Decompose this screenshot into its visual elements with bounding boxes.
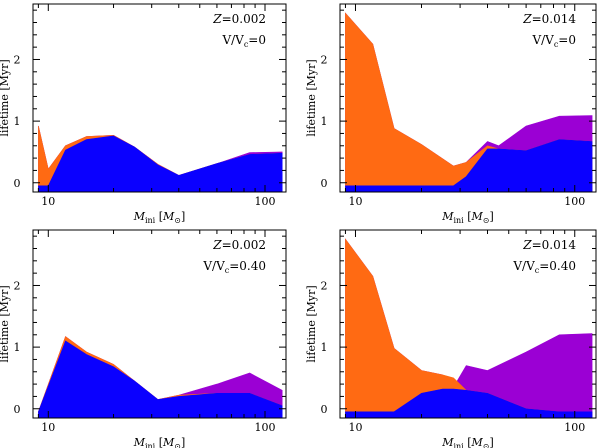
- area-blue-panel-3: [38, 340, 283, 418]
- x-axis-label: Mini [M⊙]: [441, 436, 494, 448]
- y-tick-label: 1: [14, 341, 21, 354]
- area-blue-panel-4: [345, 388, 593, 418]
- x-axis-label: Mini [M⊙]: [441, 210, 494, 225]
- annotation-rotation: V/Vc=0.40: [512, 259, 576, 275]
- plot-frame: [32, 3, 287, 193]
- x-axis-label: Mini [M⊙]: [133, 210, 186, 225]
- annotation-metallicity: Z=0.014: [522, 12, 576, 26]
- y-tick-label: 2: [321, 279, 328, 292]
- y-axis-label: lifetime [Myr]: [0, 59, 11, 136]
- x-tick-label: 100: [564, 421, 585, 434]
- x-tick-label: 10: [41, 421, 55, 434]
- y-tick-label: 2: [321, 53, 328, 66]
- y-axis-label: lifetime [Myr]: [0, 285, 11, 362]
- y-tick-label: 0: [321, 403, 328, 416]
- x-tick-label: 100: [254, 195, 275, 208]
- annotation-rotation: V/Vc=0.40: [202, 259, 266, 275]
- y-tick-label: 2: [14, 53, 21, 66]
- annotation-metallicity: Z=0.002: [212, 12, 266, 26]
- x-tick-label: 10: [41, 195, 55, 208]
- annotation-metallicity: Z=0.014: [522, 238, 576, 252]
- annotation-metallicity: Z=0.002: [212, 238, 266, 252]
- y-tick-label: 1: [321, 115, 328, 128]
- plot-frame: [339, 229, 597, 419]
- annotation-rotation: V/Vc=0: [531, 33, 576, 49]
- y-tick-label: 0: [14, 177, 21, 190]
- x-axis-label: Mini [M⊙]: [133, 436, 186, 448]
- plot-frame: [32, 229, 287, 419]
- plot-frame: [339, 3, 597, 193]
- area-blue-panel-1: [38, 135, 283, 192]
- annotation-rotation: V/Vc=0: [221, 33, 266, 49]
- y-tick-label: 0: [321, 177, 328, 190]
- y-tick-label: 2: [14, 279, 21, 292]
- y-axis-label: lifetime [Myr]: [305, 285, 318, 362]
- y-tick-label: 1: [321, 341, 328, 354]
- area-blue-panel-2: [345, 139, 593, 192]
- y-tick-label: 1: [14, 115, 21, 128]
- x-tick-label: 100: [564, 195, 585, 208]
- y-tick-label: 0: [14, 403, 21, 416]
- y-axis-label: lifetime [Myr]: [305, 59, 318, 136]
- x-tick-label: 100: [254, 421, 275, 434]
- x-tick-label: 10: [348, 195, 362, 208]
- x-tick-label: 10: [348, 421, 362, 434]
